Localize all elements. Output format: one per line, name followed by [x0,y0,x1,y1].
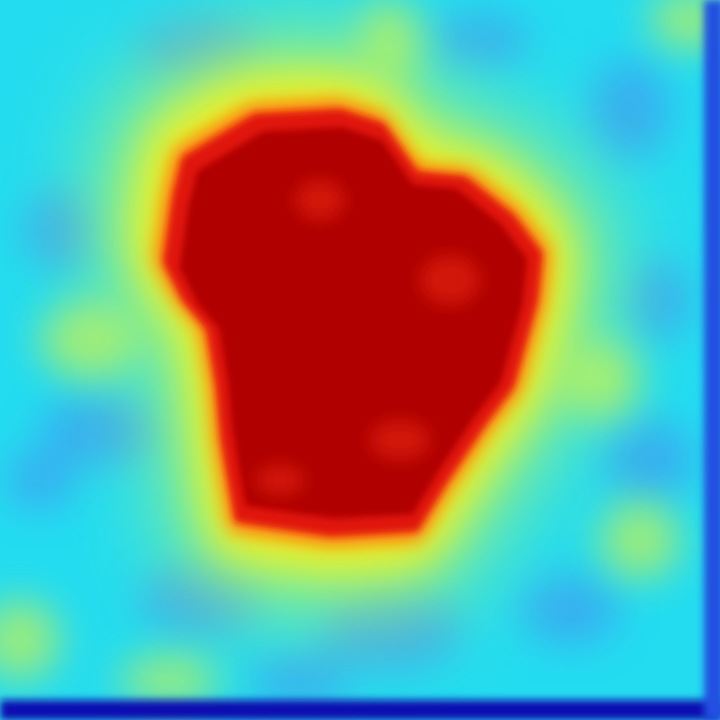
cool-blobs [5,15,695,705]
right-edge [704,0,720,720]
hot-region [103,43,598,600]
warm-patches [0,0,720,705]
bottom-edge [0,700,720,720]
